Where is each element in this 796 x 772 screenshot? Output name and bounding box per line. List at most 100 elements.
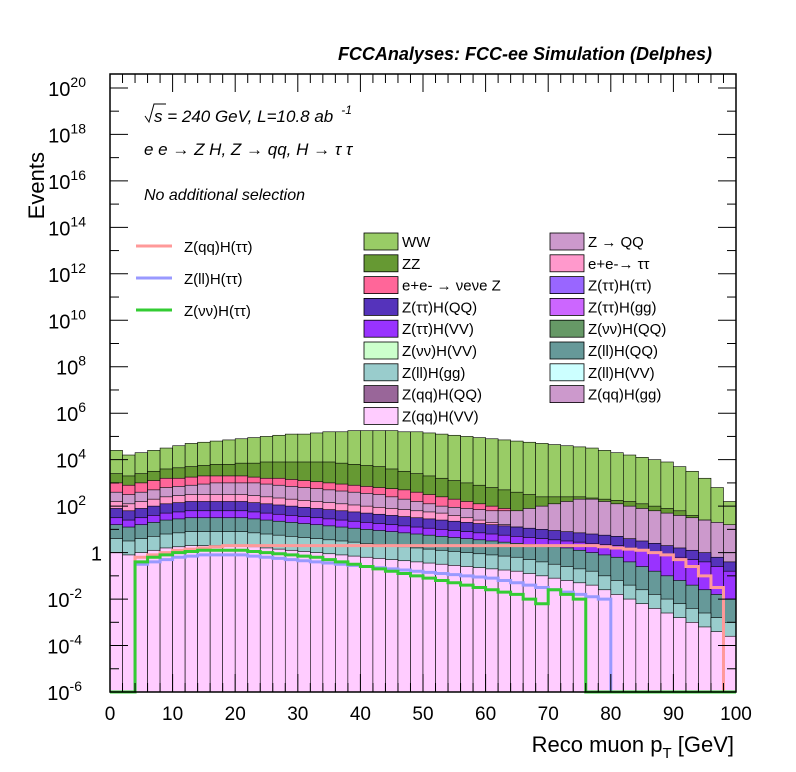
legend-label: Z(νν)H(QQ): [588, 321, 666, 338]
legend-label: Z → QQ: [588, 234, 644, 251]
legend-swatch: [549, 341, 585, 360]
bar-z-qq-h-vv-: [698, 626, 712, 693]
y-tick-label: 104: [56, 446, 86, 473]
bar-z-qq-h-vv-: [134, 552, 148, 693]
bar-z-qq-h-vv-: [535, 575, 549, 693]
legend-swatch: [549, 254, 585, 273]
bar-z-qq-h-vv-: [234, 545, 249, 693]
x-tick-label: 100: [720, 704, 752, 725]
annotation-selection: No additional selection: [144, 187, 305, 204]
y-tick-label: 10-2: [47, 585, 82, 612]
legend-label: Z(qq)H(ττ): [184, 239, 253, 256]
y-tick-label: 10-6: [47, 678, 82, 705]
x-axis-label: Reco muon pT [GeV]: [532, 732, 734, 762]
legend-label: Z(ll)H(VV): [588, 365, 655, 382]
x-tick-label: 90: [663, 704, 684, 725]
legend-label: Z(qq)H(QQ): [402, 387, 482, 404]
bar-z-qq-h-vv-: [510, 570, 524, 693]
legend-label: Z(ll)H(ττ): [184, 271, 243, 288]
bar-z-qq-h-vv-: [259, 547, 274, 693]
bar-z-qq-h-vv-: [597, 589, 612, 693]
legend-swatch: [363, 232, 399, 251]
legend-label: Z(ττ)H(VV): [402, 321, 474, 338]
bar-z-qq-h-vv-: [222, 545, 236, 693]
x-tick-label: 30: [287, 704, 308, 725]
legend-label: Z(ττ)H(gg): [588, 299, 657, 316]
bar-z-qq-h-vv-: [159, 547, 173, 693]
legend-label: e+e- → νeνe Z: [402, 278, 501, 295]
legend-swatch: [363, 254, 399, 273]
legend-label: ZZ: [402, 256, 420, 273]
svg-text:s = 240 GeV, L=10.8 ab-1: s = 240 GeV, L=10.8 ab -1: [154, 103, 352, 126]
bar-z-qq-h-vv-: [197, 545, 211, 693]
legend-swatch: [363, 363, 399, 382]
y-tick-label: 1020: [48, 74, 86, 101]
bar-z-qq-h-vv-: [184, 545, 198, 693]
y-tick-label: 1012: [48, 260, 86, 287]
bar-z-qq-h-vv-: [310, 552, 324, 693]
line-z-ll-h-: [110, 553, 736, 694]
x-tick-label: 20: [225, 704, 246, 725]
bar-z-qq-h-vv-: [272, 548, 286, 693]
bar-z-qq-h-vv-: [522, 573, 536, 693]
x-tick-label: 40: [350, 704, 371, 725]
bar-z-qq-h-vv-: [485, 568, 499, 693]
legend-label: Z(ττ)H(ττ): [588, 278, 652, 295]
legend-swatch: [549, 276, 585, 295]
bar-z-qq-h-vv-: [347, 555, 361, 693]
legend-label: Z(ττ)H(QQ): [402, 299, 477, 316]
legend-label: Z(ll)H(QQ): [588, 343, 658, 360]
legend-swatch: [363, 385, 399, 404]
legend-label: WW: [402, 234, 431, 251]
x-tick-label: 50: [412, 704, 433, 725]
bar-z-qq-h-vv-: [172, 546, 186, 693]
legend-swatch: [363, 297, 399, 316]
y-tick-label: 102: [56, 492, 86, 519]
bar-z-qq-h-vv-: [447, 565, 461, 693]
bar-z-qq-h-vv-: [372, 558, 386, 693]
bar-z-qq-h-vv-: [623, 598, 637, 693]
legend-swatch: [363, 341, 399, 360]
bar-z-qq-h-vv-: [410, 561, 424, 693]
legend-swatch: [549, 297, 585, 316]
line-z-qq-h-: [110, 544, 736, 694]
legend-label: Z(qq)H(VV): [402, 408, 479, 425]
x-tick-label: 70: [538, 704, 559, 725]
y-tick-label: 1016: [48, 167, 86, 194]
y-axis-label: Events: [24, 152, 49, 219]
legend-swatch: [549, 385, 585, 404]
legend-label: e+e-→ ττ: [588, 256, 650, 273]
x-tick-label: 80: [600, 704, 621, 725]
bar-z-qq-h-vv-: [710, 631, 724, 693]
x-tick-label: 60: [475, 704, 496, 725]
bar-z-qq-h-vv-: [322, 553, 336, 693]
x-tick-label: 10: [162, 704, 183, 725]
bar-z-qq-h-vv-: [547, 577, 562, 693]
bar-z-qq-h-vv-: [209, 545, 223, 693]
annotation-energy: s = 240 GeV, L=10.8 ab -1: [144, 103, 352, 126]
bar-z-qq-h-vv-: [585, 584, 599, 693]
legend-label: Z(νν)H(ττ): [184, 303, 251, 320]
y-tick-label: 1018: [48, 120, 86, 147]
bar-z-qq-h-vv-: [660, 612, 674, 693]
bar-z-qq-h-vv-: [385, 559, 399, 693]
legend-label: Z(ll)H(gg): [402, 365, 465, 382]
plot-area: [109, 430, 737, 694]
bar-z-qq-h-vv-: [560, 580, 574, 693]
annotation-process: e e → Z H, Z → qq, H → τ τ: [144, 140, 354, 159]
bar-z-qq-h-vv-: [247, 546, 261, 693]
legend-swatch: [549, 319, 585, 338]
legend: Z(qq)H(ττ) Z(ll)H(ττ) Z(νν)H(ττ) WW ZZ e+e- →…: [136, 232, 666, 425]
chart-title: FCCAnalyses: FCC-ee Simulation (Delphes): [338, 44, 712, 64]
legend-label: Z(qq)H(gg): [588, 387, 661, 404]
bar-z-qq-h-vv-: [284, 549, 299, 693]
line-z-h-: [110, 548, 736, 694]
bar-z-qq-h-vv-: [422, 562, 436, 693]
bar-z-qq-h-vv-: [723, 635, 737, 693]
legend-swatch: [363, 276, 399, 295]
y-tick-label: 1014: [48, 213, 86, 240]
bar-z-qq-h-vv-: [685, 622, 699, 693]
bar-z-qq-h-vv-: [335, 554, 349, 693]
y-tick-label: 1010: [48, 306, 86, 333]
bar-z-qq-h-vv-: [635, 603, 649, 693]
